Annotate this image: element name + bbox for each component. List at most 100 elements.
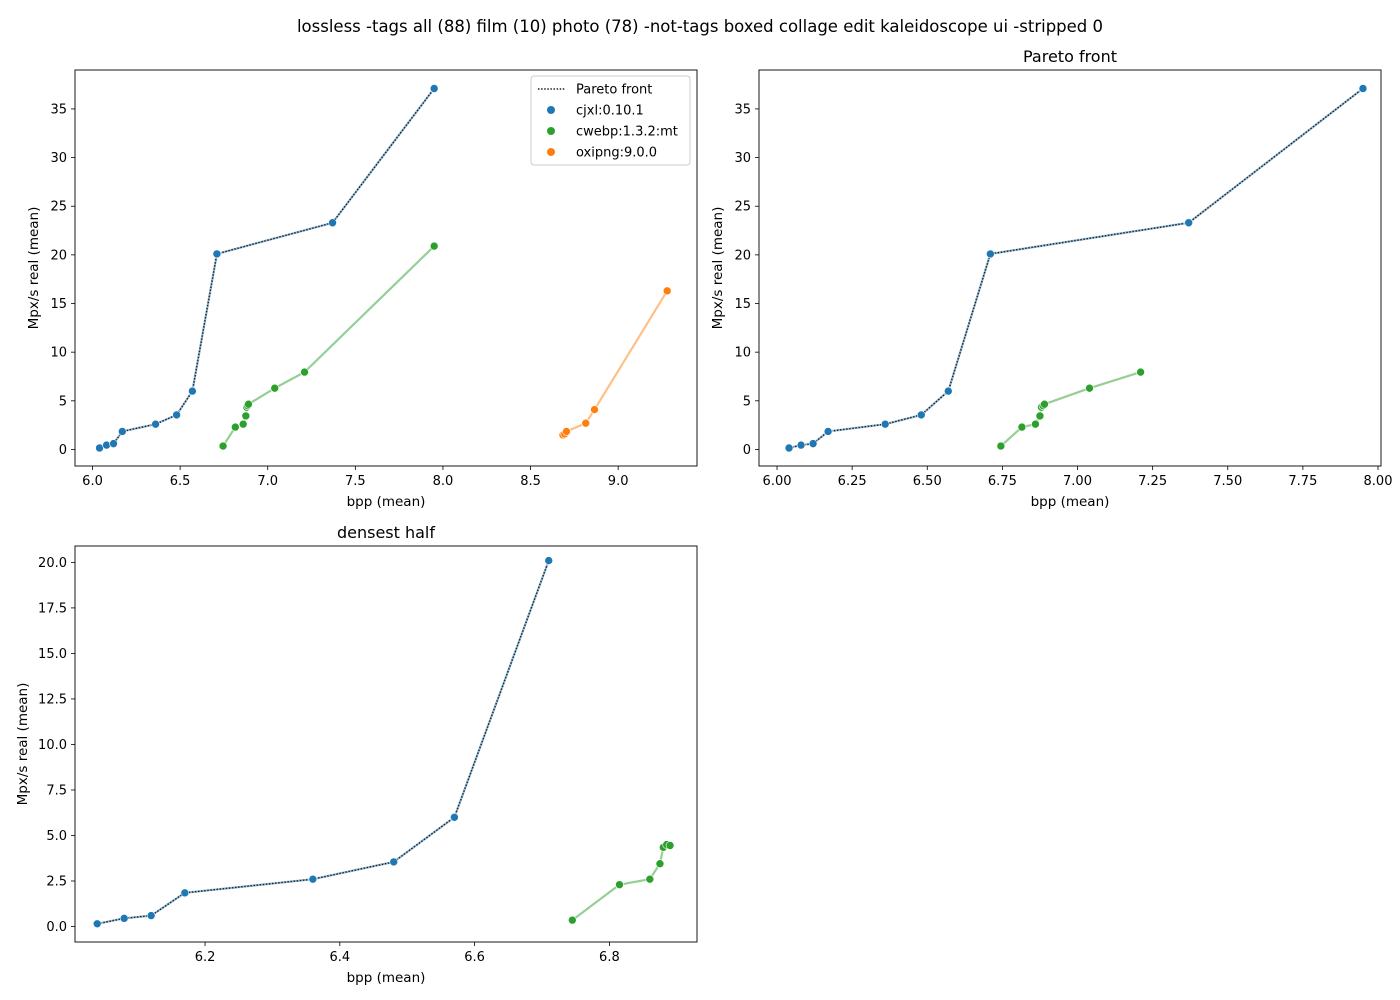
y-tick-label: 10	[734, 346, 751, 361]
y-tick-label: 5	[59, 394, 67, 409]
x-tick-label: 6.2	[195, 950, 216, 965]
y-tick-label: 12.5	[38, 692, 67, 707]
x-tick-label: 6.5	[170, 474, 191, 489]
chart-all: 6.0 6.5 7.0 7.5 8.0 8.5 9.0 0 5 10 15 20 25 30 35 bpp (…	[26, 69, 698, 510]
plot-frame	[74, 69, 698, 467]
data-point-oxipng	[581, 418, 591, 428]
y-axis-label: Mpx/s real (mean)	[15, 683, 31, 806]
legend-label: oxipng:9.0.0	[576, 146, 657, 161]
data-point-cjxl	[823, 427, 833, 436]
legend: Pareto front cjxl:0.10.1 cwebp:1.3.2:mt oxi…	[530, 75, 691, 166]
x-tick-label: 8.0	[433, 474, 454, 489]
x-tick-label: 7.75	[1288, 474, 1317, 489]
pareto-front-line	[99, 88, 435, 449]
data-point-cwebp	[270, 383, 280, 393]
data-point-cwebp	[1017, 422, 1027, 432]
pareto-front-line	[788, 87, 1364, 449]
data-point-cjxl	[109, 439, 118, 448]
data-point-cwebp	[1031, 419, 1040, 429]
data-point-cwebp	[429, 241, 439, 251]
y-tick-label: 15	[50, 297, 67, 312]
data-point-cjxl	[796, 440, 806, 450]
y-tick-label: 30	[50, 151, 67, 166]
data-point-cjxl	[450, 812, 459, 822]
pareto-front-line	[97, 560, 550, 925]
y-tick-label: 20	[50, 248, 67, 263]
data-point-cjxl	[188, 386, 197, 396]
data-point-cjxl	[146, 911, 156, 920]
y-tick-label: 7.5	[46, 783, 67, 798]
data-point-cjxl	[118, 427, 127, 436]
data-point-cwebp	[300, 367, 309, 377]
data-point-cjxl	[916, 410, 926, 420]
data-point-cwebp	[1136, 367, 1145, 377]
data-point-cwebp	[615, 880, 624, 889]
data-point-cjxl	[180, 888, 190, 898]
data-point-cwebp	[244, 399, 253, 409]
y-tick-label: 35	[50, 102, 67, 117]
y-tick-label: 0	[743, 443, 751, 458]
data-point-cjxl	[151, 419, 160, 429]
data-point-cjxl	[429, 84, 439, 93]
data-point-cwebp	[238, 419, 248, 429]
y-tick-label: 25	[50, 200, 67, 215]
data-point-cjxl	[944, 386, 953, 396]
plot-frame	[74, 545, 698, 943]
data-point-cwebp	[645, 874, 655, 884]
data-point-oxipng	[590, 405, 599, 414]
x-tick-label: 7.25	[1138, 474, 1167, 489]
x-tick-label: 6.50	[913, 474, 942, 489]
y-tick-label: 5	[743, 394, 751, 409]
data-point-cjxl	[172, 410, 181, 420]
plot-frame	[758, 69, 1382, 467]
data-point-cwebp	[568, 915, 577, 925]
x-tick-label: 7.5	[345, 474, 366, 489]
legend-swatch-oxipng	[547, 148, 555, 156]
x-tick-label: 6.8	[599, 950, 620, 965]
series-line-oxipng	[562, 290, 669, 436]
x-tick-label: 7.0	[257, 474, 278, 489]
legend-box	[530, 75, 691, 166]
data-point-oxipng	[562, 427, 571, 436]
y-tick-label: 30	[734, 151, 751, 166]
data-point-cjxl	[1358, 84, 1368, 93]
data-point-cjxl	[308, 874, 318, 884]
y-tick-label: 17.5	[38, 601, 67, 616]
x-axis-label: bpp (mean)	[347, 970, 426, 986]
data-point-cwebp	[1040, 399, 1049, 409]
data-point-cjxl	[212, 249, 222, 259]
data-point-cjxl	[389, 857, 399, 867]
data-point-cjxl	[784, 443, 794, 453]
data-point-cjxl	[1184, 218, 1193, 228]
y-tick-label: 20	[734, 248, 751, 263]
y-tick-label: 0	[59, 443, 67, 458]
data-point-cjxl	[544, 556, 554, 565]
x-tick-label: 7.00	[1063, 474, 1092, 489]
x-tick-label: 8.00	[1364, 474, 1393, 489]
legend-swatch-cjxl	[547, 106, 555, 114]
legend-swatch-cwebp	[547, 127, 555, 135]
data-point-cjxl	[92, 919, 102, 929]
data-point-cwebp	[218, 441, 228, 451]
data-point-oxipng	[662, 286, 672, 296]
x-axis-label: bpp (mean)	[347, 494, 426, 510]
x-tick-label: 6.00	[763, 474, 792, 489]
x-tick-label: 6.6	[464, 950, 485, 965]
data-point-cwebp	[665, 841, 675, 850]
y-tick-label: 20.0	[38, 556, 67, 571]
legend-label: cwebp:1.3.2:mt	[576, 125, 678, 140]
data-point-cwebp	[1035, 411, 1045, 421]
figure-title: lossless -tags all (88) film (10) photo …	[296, 17, 1104, 36]
data-point-cwebp	[996, 441, 1006, 451]
x-tick-label: 6.75	[988, 474, 1017, 489]
x-tick-label: 7.50	[1213, 474, 1242, 489]
chart-title: Pareto front	[1023, 47, 1117, 66]
y-axis-label: Mpx/s real (mean)	[26, 207, 42, 330]
y-tick-label: 10	[50, 346, 67, 361]
chart-pareto-front: Pareto front 6.00 6.25 6.50 6.75 7.00 7.25 7.50…	[710, 47, 1392, 510]
y-tick-label: 10.0	[38, 738, 67, 753]
x-axis-label: bpp (mean)	[1031, 494, 1110, 510]
x-tick-label: 6.25	[838, 474, 867, 489]
data-point-cwebp	[241, 411, 251, 421]
data-point-cjxl	[808, 439, 818, 448]
